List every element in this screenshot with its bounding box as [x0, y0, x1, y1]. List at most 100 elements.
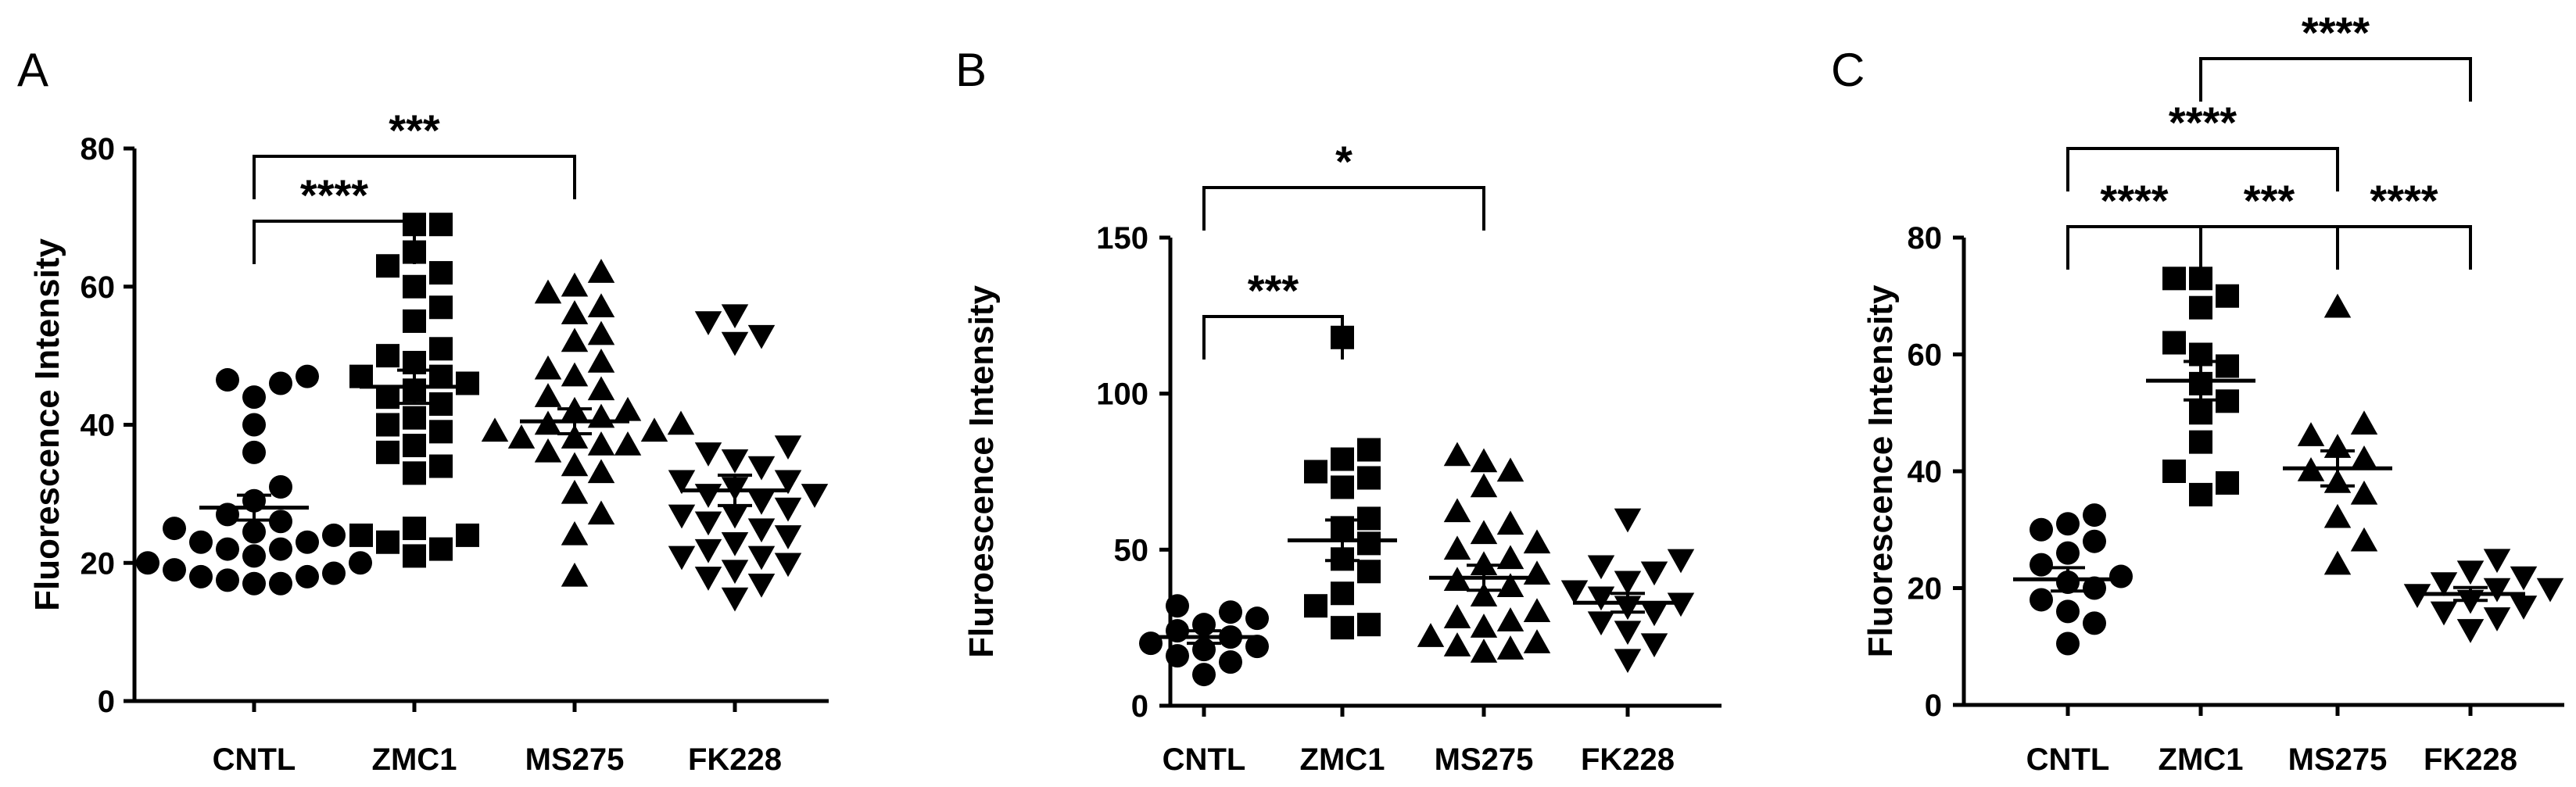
data-point: [1443, 632, 1471, 656]
category-label: FK228: [688, 742, 782, 777]
data-point: [322, 561, 346, 585]
y-tick-label: 0: [1131, 689, 1148, 724]
data-point: [1192, 663, 1216, 687]
data-point: [2350, 480, 2378, 505]
data-point: [269, 510, 292, 534]
data-point: [216, 568, 239, 592]
data-point: [429, 420, 453, 444]
data-point: [2030, 588, 2053, 612]
bracket-line: [2199, 57, 2472, 102]
data-point: [349, 551, 372, 575]
data-point: [561, 362, 589, 387]
significance-label: ***: [2244, 176, 2295, 225]
significance-bracket: ***: [1202, 266, 1344, 360]
data-point: [403, 461, 426, 485]
data-point: [2216, 284, 2239, 308]
panel-a: A 0 20 40 60 80 Fluorescence Intensity CNTL ZMC1…: [17, 44, 829, 777]
data-point: [774, 497, 802, 522]
data-point: [296, 564, 319, 588]
data-point: [587, 500, 615, 525]
data-point: [269, 371, 292, 395]
data-point: [561, 479, 589, 504]
data-point: [1443, 442, 1471, 467]
data-point: [1640, 561, 1668, 586]
data-point: [721, 331, 749, 356]
data-point: [747, 574, 776, 598]
category-label: ZMC1: [2159, 742, 2244, 777]
data-point: [403, 434, 426, 458]
significance-bracket: *: [1202, 137, 1485, 231]
series-zmc1: [2146, 267, 2255, 506]
data-point: [1357, 466, 1381, 490]
data-point: [429, 537, 453, 561]
data-point: [587, 348, 615, 373]
data-point: [163, 558, 186, 582]
category-label: MS275: [1435, 742, 1534, 777]
data-point: [561, 272, 589, 297]
data-point: [349, 364, 373, 388]
data-point: [1470, 520, 1498, 545]
data-point: [534, 355, 562, 380]
data-point: [1587, 611, 1615, 636]
data-point: [2162, 267, 2186, 291]
data-point: [429, 213, 453, 237]
data-point: [1357, 560, 1381, 584]
data-point: [1667, 549, 1695, 574]
data-point: [189, 564, 213, 588]
data-point: [242, 544, 266, 568]
data-point: [747, 324, 776, 349]
data-point: [1443, 535, 1471, 560]
data-point: [2483, 549, 2511, 574]
data-point: [429, 295, 453, 320]
data-point: [2030, 553, 2053, 577]
data-point: [269, 475, 292, 499]
y-tick-label: 80: [81, 132, 116, 166]
data-point: [1417, 623, 1445, 647]
data-point: [721, 449, 749, 474]
bracket-line: [2199, 225, 2339, 270]
data-point: [2083, 611, 2106, 635]
data-point: [349, 523, 373, 547]
bracket-line: [253, 220, 416, 264]
data-point: [242, 413, 266, 437]
data-point: [242, 520, 266, 544]
y-axis-label: Fluorescence Intensity: [1861, 284, 1900, 657]
data-point: [587, 431, 615, 456]
category-label: ZMC1: [372, 742, 457, 777]
data-point: [376, 440, 399, 464]
data-point: [1470, 614, 1498, 638]
category-label: CNTL: [213, 742, 296, 777]
data-point: [801, 484, 829, 508]
y-axis-label: Fluorescence Intensity: [28, 238, 66, 611]
data-point: [2189, 430, 2212, 454]
data-point: [774, 470, 802, 495]
bracket-line: [253, 155, 576, 199]
data-point: [429, 261, 453, 285]
data-point: [2483, 607, 2511, 631]
panel-letter: B: [955, 44, 987, 96]
data-point: [2056, 599, 2080, 624]
data-point: [456, 371, 479, 395]
data-point: [2350, 445, 2378, 470]
panel-letter: A: [17, 44, 48, 96]
data-point: [1245, 606, 1269, 631]
data-point: [1523, 598, 1551, 622]
category-label: ZMC1: [1300, 742, 1385, 777]
data-point: [1614, 649, 1642, 674]
data-point: [694, 442, 722, 467]
data-point: [189, 530, 213, 554]
data-point: [507, 424, 536, 449]
data-point: [429, 454, 453, 478]
data-point: [2056, 631, 2080, 656]
data-point: [481, 417, 509, 442]
data-point: [456, 523, 479, 547]
series-fk228: [668, 304, 829, 612]
data-point: [2189, 295, 2212, 320]
data-point: [1614, 508, 1642, 533]
data-point: [376, 344, 399, 368]
data-point: [587, 320, 615, 345]
data-point: [269, 537, 292, 561]
data-point: [561, 520, 589, 546]
data-point: [587, 459, 615, 484]
